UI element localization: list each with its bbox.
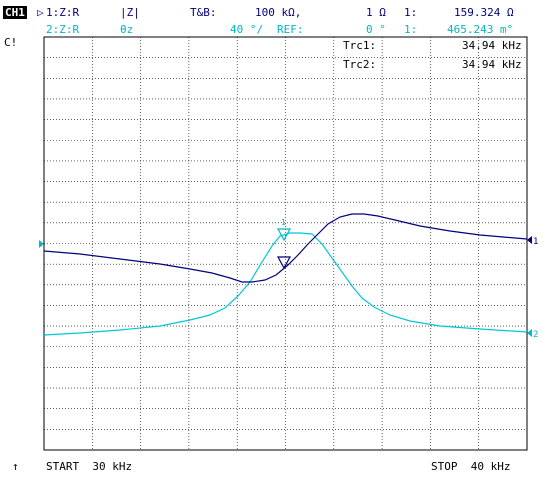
channel-badge[interactable]: CH1: [3, 6, 27, 19]
trace1-label[interactable]: 1:Z:R: [46, 6, 80, 19]
trace2-end-arrow-icon: [527, 329, 532, 337]
status-mark: C!: [4, 36, 18, 49]
marker-tag: 1: [281, 218, 286, 227]
start-frequency[interactable]: START 30 kHz: [46, 460, 133, 473]
trace1-marker-value: 159.324 Ω: [454, 6, 514, 19]
marker-readout-label-1: Trc1:: [343, 39, 377, 52]
trace2-line: [43, 232, 528, 336]
trace1-end-arrow-icon: [527, 236, 532, 244]
trace1-line: [43, 213, 528, 283]
stop-frequency[interactable]: STOP 40 kHz: [431, 460, 511, 473]
trace1-scale-label: T&B:: [190, 6, 217, 19]
trace2-end-tag: 2: [533, 330, 538, 340]
trace1-arrow-icon: ▷: [37, 6, 44, 19]
trace1-scale-value[interactable]: 100 kΩ,: [255, 6, 302, 19]
trace2-label[interactable]: 2:Z:R: [46, 23, 80, 36]
trace1-format[interactable]: |Z|: [120, 6, 140, 19]
marker-readout-label-2: Trc2:: [343, 58, 377, 71]
trace2-scale-value[interactable]: 40 °/: [230, 23, 264, 36]
trace2-ref-value[interactable]: 0 °: [366, 23, 386, 36]
marker-readout-value-1: 34.94 kHz: [462, 39, 522, 52]
trace1-ref-arrow-icon: [39, 240, 44, 248]
trace1-marker-icon[interactable]: [276, 256, 292, 270]
up-arrow-icon[interactable]: ↑: [12, 460, 19, 473]
trace2-marker-icon[interactable]: [276, 228, 292, 242]
trace2-marker-value: 465.243 m°: [447, 23, 514, 36]
marker-readout-value-2: 34.94 kHz: [462, 58, 522, 71]
trace2-marker-label: 1:: [404, 23, 418, 36]
trace1-marker-label: 1:: [404, 6, 418, 19]
trace1-ref-value[interactable]: 1 Ω: [366, 6, 386, 19]
trace2-ref-label: REF:: [277, 23, 304, 36]
trace2-format[interactable]: θz: [120, 23, 134, 36]
trace1-end-tag: 1: [533, 237, 538, 247]
